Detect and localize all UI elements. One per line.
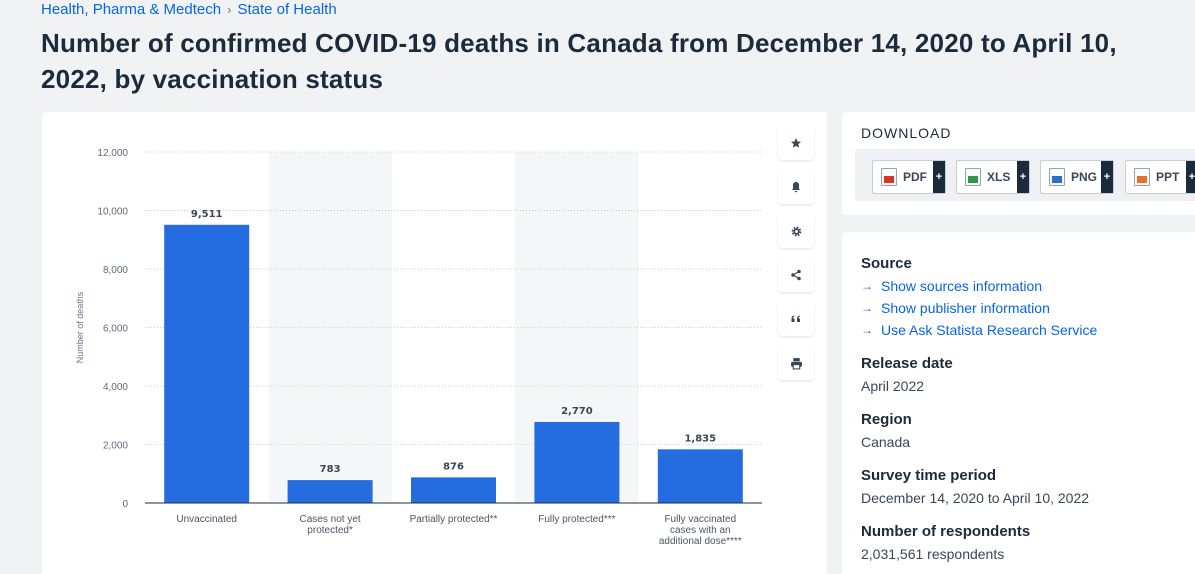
show-publisher-label: Show publisher information (881, 300, 1050, 316)
release-date-heading: Release date (861, 355, 953, 372)
x-tick-label: Fully vaccinated (664, 514, 736, 525)
download-png-button[interactable]: PNG + (1040, 160, 1114, 194)
download-pdf-plus: + (933, 161, 945, 193)
breadcrumb-separator: › (227, 2, 232, 17)
share-button[interactable] (778, 258, 814, 292)
notification-button[interactable] (778, 170, 814, 204)
survey-period-value: December 14, 2020 to April 10, 2022 (861, 490, 1090, 506)
bar-value-label: 9,511 (191, 209, 223, 220)
download-ppt-button[interactable]: PPT + (1125, 160, 1195, 194)
gear-icon (791, 226, 801, 236)
y-tick-label: 2,000 (103, 441, 128, 452)
show-sources-link[interactable]: → Show sources information (861, 278, 1042, 294)
pdf-file-icon (881, 168, 897, 186)
show-publisher-link[interactable]: → Show publisher information (861, 300, 1050, 316)
region-value: Canada (861, 434, 911, 450)
download-buttons-row: PDF + XLS + PNG + PPT + (855, 149, 1195, 201)
bar (287, 480, 373, 503)
x-tick-label: protected* (307, 525, 353, 536)
breadcrumb-parent-link[interactable]: Health, Pharma & Medtech (41, 1, 222, 18)
release-date-value: April 2022 (861, 378, 925, 394)
bar (534, 421, 620, 503)
download-png-plus: + (1101, 161, 1113, 193)
x-tick-label: additional dose**** (659, 536, 742, 547)
download-png-label: PNG (1071, 170, 1098, 184)
y-tick-label: 0 (122, 499, 128, 510)
download-xls-button[interactable]: XLS + (956, 160, 1030, 194)
statistic-info-panel: Source → Show sources information → Show p… (842, 232, 1195, 574)
page-title: Number of confirmed COVID-19 deaths in C… (41, 28, 1117, 94)
x-tick-label: cases with an (670, 525, 731, 536)
png-icon-mark (1052, 176, 1062, 183)
star-icon (791, 138, 801, 148)
x-tick-label: Cases not yet (300, 514, 361, 525)
quote-icon (791, 315, 800, 322)
bar-value-label: 783 (320, 464, 341, 475)
print-button[interactable] (778, 346, 814, 380)
y-tick-label: 8,000 (103, 265, 128, 276)
bar-value-label: 2,770 (561, 406, 593, 417)
cite-button[interactable] (778, 302, 814, 336)
ppt-icon-mark (1137, 176, 1147, 183)
ask-statista-link[interactable]: → Use Ask Statista Research Service (861, 322, 1097, 338)
favorite-button[interactable] (778, 126, 814, 160)
download-pdf-button[interactable]: PDF + (872, 160, 946, 194)
bar (164, 224, 250, 503)
ppt-file-icon (1134, 168, 1150, 186)
show-sources-label: Show sources information (881, 278, 1043, 294)
y-tick-label: 4,000 (103, 382, 128, 393)
download-panel: DOWNLOAD PDF + XLS + PNG + PPT + (842, 112, 1195, 215)
download-xls-label: XLS (987, 170, 1011, 184)
share-icon (791, 269, 801, 281)
bar (657, 449, 743, 503)
download-pdf-label: PDF (903, 170, 927, 184)
download-title: DOWNLOAD (861, 125, 952, 141)
png-file-icon (1049, 168, 1065, 186)
respondents-heading: Number of respondents (861, 523, 1031, 540)
survey-period-heading: Survey time period (861, 467, 997, 484)
bell-icon (792, 182, 800, 193)
download-ppt-label: PPT (1156, 170, 1180, 184)
settings-button[interactable] (778, 214, 814, 248)
arrow-right-icon: → (861, 323, 873, 337)
pdf-icon-mark (884, 176, 894, 183)
region-heading: Region (861, 411, 912, 428)
chart-card: 0 2,000 4,000 6,000 8,000 10,000 12,000 Number … (42, 112, 827, 574)
download-ppt-plus: + (1186, 161, 1195, 193)
breadcrumb-current-link[interactable]: State of Health (237, 1, 337, 18)
bar (411, 477, 496, 503)
x-tick-label: Fully protected*** (538, 514, 615, 525)
ask-statista-label: Use Ask Statista Research Service (881, 322, 1098, 338)
source-heading: Source (861, 255, 912, 272)
download-xls-plus: + (1017, 161, 1029, 193)
respondents-value: 2,031,561 respondents (861, 546, 1005, 562)
xls-icon-mark (968, 176, 978, 183)
bar-chart: 0 2,000 4,000 6,000 8,000 10,000 12,000 Number … (75, 148, 762, 547)
bar-value-label: 876 (443, 461, 464, 472)
x-tick-label: Partially protected** (410, 514, 498, 525)
bar-value-label: 1,835 (684, 433, 716, 444)
y-tick-label: 6,000 (103, 324, 128, 335)
chart-band (268, 152, 392, 503)
arrow-right-icon: → (861, 279, 873, 293)
y-axis-title: Number of deaths (75, 291, 85, 363)
print-icon (790, 357, 802, 369)
y-tick-label: 12,000 (97, 148, 128, 159)
breadcrumb: Health, Pharma & Medtech › State of Heal… (41, 1, 337, 18)
x-tick-label: Unvaccinated (176, 514, 237, 525)
y-tick-label: 10,000 (97, 207, 128, 218)
arrow-right-icon: → (861, 301, 873, 315)
xls-file-icon (965, 168, 981, 186)
